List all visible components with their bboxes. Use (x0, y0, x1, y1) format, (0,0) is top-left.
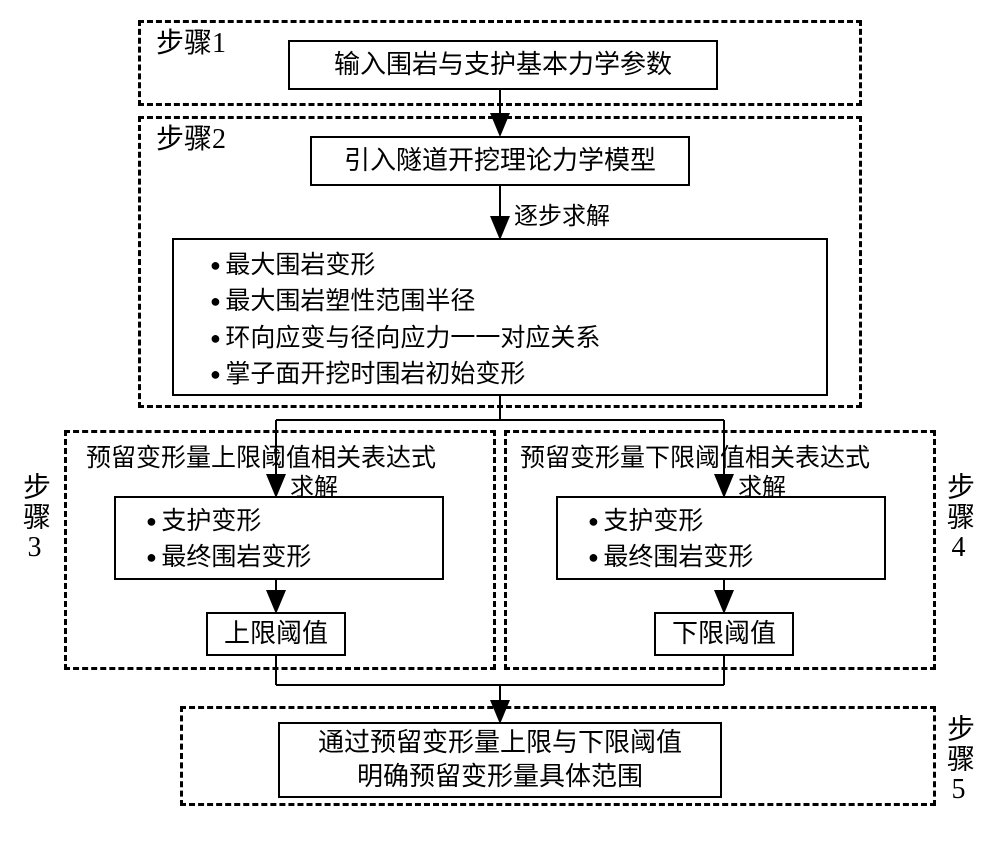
step4-heading: 预留变形量下限阈值相关表达式 (520, 438, 870, 474)
step4-bullets: 支护变形 最终围岩变形 (588, 504, 753, 577)
step5-label: 步骤5 (944, 714, 972, 844)
step1-label: 步骤1 (156, 28, 226, 60)
bullet-item: 最大围岩塑性范围半径 (210, 284, 600, 320)
bullet-item: 环向应变与径向应力一一对应关系 (210, 321, 600, 357)
step3-bullets: 支护变形 最终围岩变形 (146, 504, 311, 577)
step5-line2: 明确预留变形量具体范围 (357, 760, 643, 794)
step5-box: 通过预留变形量上限与下限阈值 明确预留变形量具体范围 (278, 722, 722, 798)
step4-threshold-box: 下限阈值 (654, 612, 794, 656)
bullet-item: 掌子面开挖时围岩初始变形 (210, 357, 600, 393)
step3-threshold-box: 上限阈值 (206, 612, 346, 656)
flowchart-canvas: 步骤1 输入围岩与支护基本力学参数 步骤2 引入隧道开挖理论力学模型 逐步求解 … (20, 20, 980, 809)
bullet-item: 最终围岩变形 (588, 540, 753, 576)
bullet-item: 最大围岩变形 (210, 248, 600, 284)
step4-label: 步骤4 (944, 472, 972, 632)
step2-bullets: 最大围岩变形 最大围岩塑性范围半径 环向应变与径向应力一一对应关系 掌子面开挖时… (210, 248, 600, 393)
step1-box: 输入围岩与支护基本力学参数 (288, 40, 718, 90)
step3-heading: 预留变形量上限阈值相关表达式 (86, 438, 436, 474)
bullet-item: 支护变形 (588, 504, 753, 540)
bullet-item: 支护变形 (146, 504, 311, 540)
step3-label: 步骤3 (20, 472, 48, 632)
step2-arrow-label: 逐步求解 (514, 196, 610, 231)
bullet-item: 最终围岩变形 (146, 540, 311, 576)
step2-box-model: 引入隧道开挖理论力学模型 (310, 136, 690, 186)
step2-label: 步骤2 (156, 124, 226, 156)
step5-line1: 通过预留变形量上限与下限阈值 (318, 726, 682, 760)
